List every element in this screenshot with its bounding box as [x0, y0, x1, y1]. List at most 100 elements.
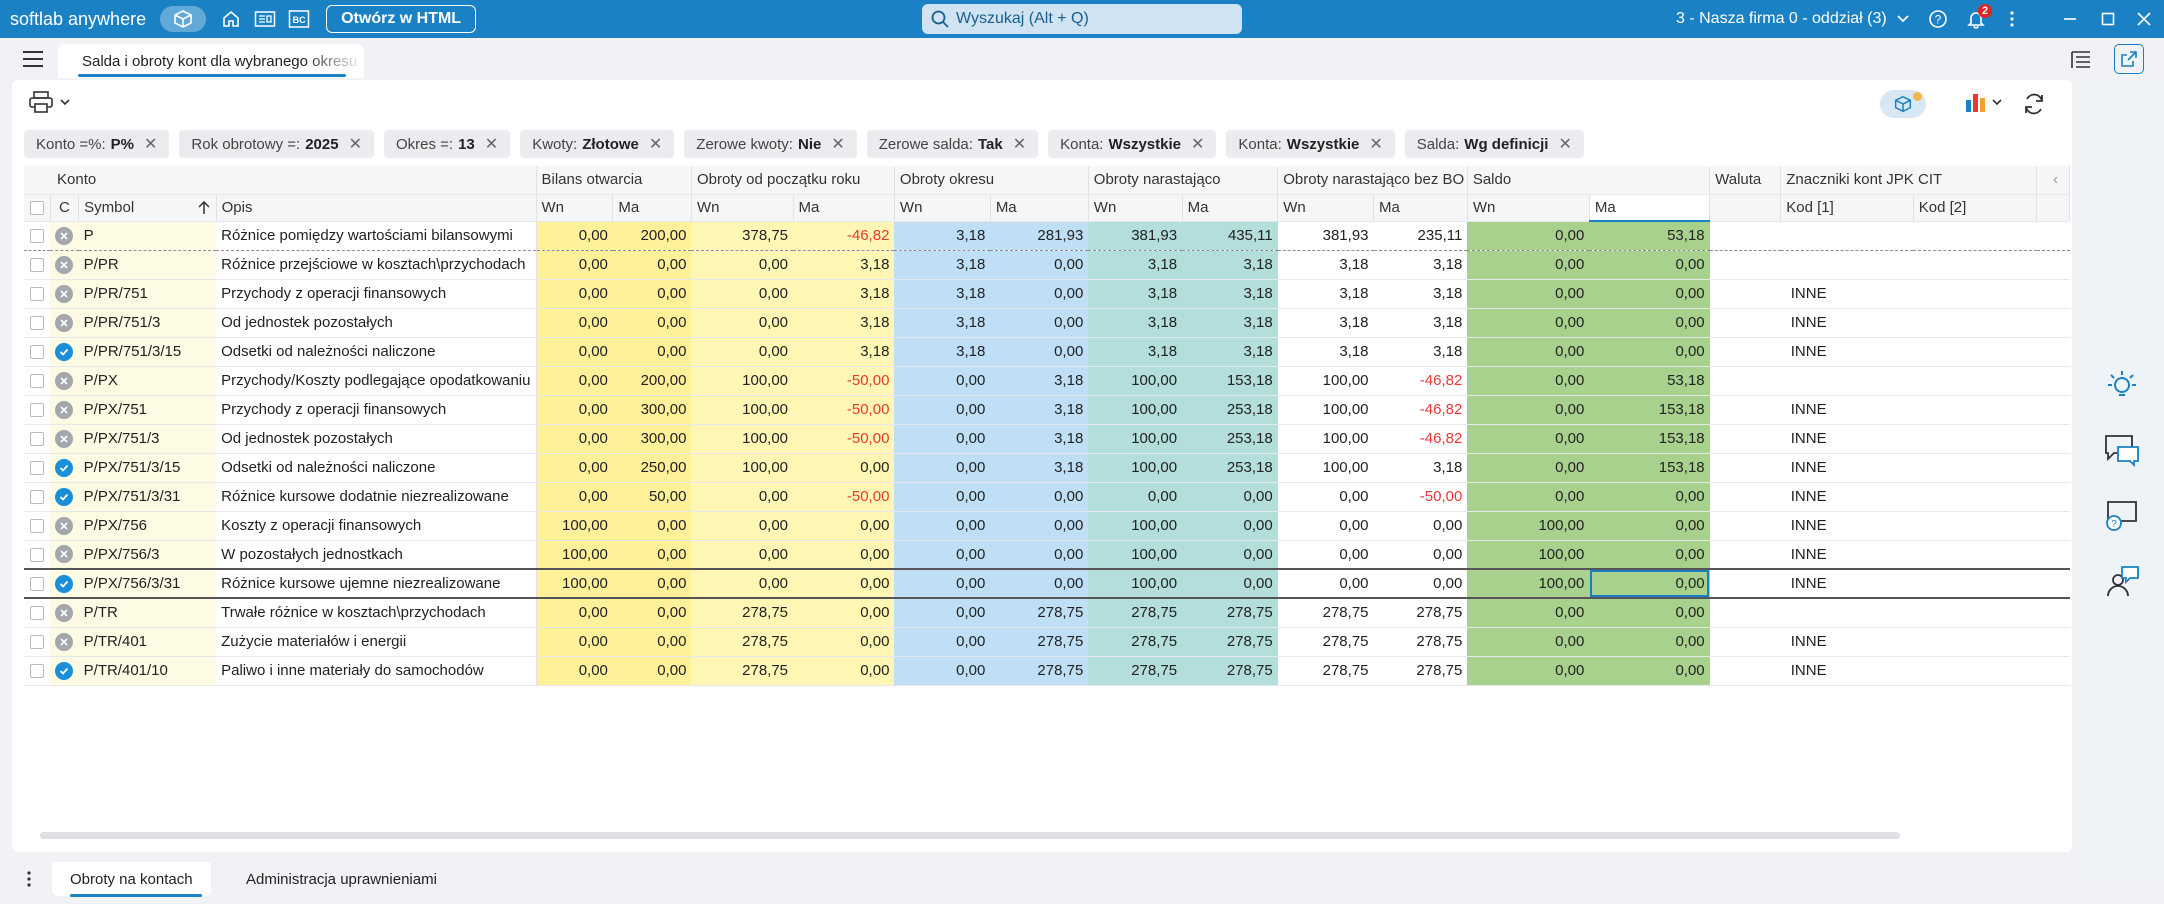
value-cell-bo-ma[interactable]: 0,00 [612, 656, 692, 686]
opis-cell[interactable]: Paliwo i inne materiały do samochodów [216, 656, 537, 686]
column-header-kod2[interactable]: Kod [2] [1913, 194, 2038, 222]
value-cell-oo-ma[interactable]: 3,18 [990, 395, 1089, 425]
value-cell-s-wn[interactable]: 0,00 [1467, 308, 1590, 338]
column-header-on-ma[interactable]: Ma [1182, 194, 1279, 222]
value-cell-on-ma[interactable]: 153,18 [1182, 366, 1278, 396]
value-cell-s-wn[interactable]: 0,00 [1467, 482, 1590, 512]
table-row[interactable]: P/PX Przychody/Koszty podlegające opodatk… [24, 366, 2070, 396]
close-icon[interactable]: ✕ [1558, 136, 1572, 153]
value-cell-nb-ma[interactable]: 3,18 [1373, 250, 1468, 280]
value-cell-oo-wn[interactable]: 0,00 [894, 627, 991, 657]
share-button[interactable] [2114, 44, 2144, 74]
value-cell-nb-ma[interactable]: -50,00 [1373, 482, 1468, 512]
value-cell-s-ma[interactable]: 0,00 [1589, 337, 1710, 367]
value-cell-nb-ma[interactable]: -46,82 [1373, 395, 1468, 425]
kod2-cell[interactable] [1913, 337, 2037, 367]
symbol-cell[interactable]: P/PX/756/3 [78, 540, 217, 570]
filter-chip[interactable]: Zerowe salda: Tak ✕ [866, 130, 1039, 158]
value-cell-bo-wn[interactable]: 100,00 [536, 568, 613, 599]
value-cell-s-wn[interactable]: 0,00 [1467, 366, 1590, 396]
value-cell-bo-wn[interactable]: 0,00 [536, 220, 613, 251]
value-cell-on-wn[interactable]: 100,00 [1088, 568, 1183, 599]
value-cell-s-ma[interactable]: 0,00 [1589, 598, 1710, 628]
value-cell-on-wn[interactable]: 278,75 [1088, 598, 1183, 628]
kod2-cell[interactable] [1913, 250, 2037, 280]
kod2-cell[interactable] [1913, 453, 2037, 483]
value-cell-on-ma[interactable]: 3,18 [1182, 250, 1278, 280]
close-icon[interactable]: ✕ [648, 136, 663, 153]
close-icon[interactable]: ✕ [1191, 136, 1205, 153]
value-cell-nb-wn[interactable]: 0,00 [1277, 540, 1374, 570]
value-cell-on-wn[interactable]: 100,00 [1088, 511, 1183, 541]
value-cell-or-ma[interactable]: -50,00 [793, 482, 895, 512]
value-cell-nb-wn[interactable]: 3,18 [1277, 308, 1374, 338]
value-cell-nb-wn[interactable]: 100,00 [1277, 424, 1374, 454]
global-search[interactable]: Wyszukaj (Alt + Q) [922, 4, 1242, 34]
value-cell-s-wn[interactable]: 0,00 [1467, 627, 1590, 657]
column-header-s-wn[interactable]: Wn [1467, 194, 1590, 222]
kod1-cell[interactable]: INNE [1780, 656, 1914, 686]
value-cell-oo-wn[interactable]: 3,18 [894, 308, 991, 338]
value-cell-bo-wn[interactable]: 0,00 [536, 308, 613, 338]
value-cell-s-ma[interactable]: 0,00 [1589, 250, 1710, 280]
value-cell-nb-wn[interactable]: 3,18 [1277, 279, 1374, 309]
kod1-cell[interactable]: INNE [1780, 540, 1914, 570]
column-header-kod1[interactable]: Kod [1] [1780, 194, 1914, 222]
value-cell-nb-wn[interactable]: 278,75 [1277, 656, 1374, 686]
value-cell-or-ma[interactable]: -50,00 [793, 424, 895, 454]
chat-button[interactable] [2102, 430, 2142, 470]
column-header-nb-ma[interactable]: Ma [1373, 194, 1468, 222]
value-cell-or-wn[interactable]: 0,00 [691, 250, 794, 280]
row-checkbox[interactable] [24, 220, 51, 251]
value-cell-bo-ma[interactable]: 50,00 [612, 482, 692, 512]
value-cell-nb-wn[interactable]: 0,00 [1277, 482, 1374, 512]
value-cell-s-wn[interactable]: 0,00 [1467, 424, 1590, 454]
kod2-cell[interactable] [1913, 308, 2037, 338]
value-cell-bo-ma[interactable]: 300,00 [612, 424, 692, 454]
value-cell-on-ma[interactable]: 253,18 [1182, 395, 1278, 425]
value-cell-bo-wn[interactable]: 0,00 [536, 627, 613, 657]
value-cell-on-wn[interactable]: 100,00 [1088, 453, 1183, 483]
symbol-cell[interactable]: P/PX [78, 366, 217, 396]
filter-chip[interactable]: Konta: Wszystkie ✕ [1226, 130, 1395, 158]
opis-cell[interactable]: Różnice kursowe dodatnie niezrealizowane [216, 482, 537, 512]
more-icon[interactable] [26, 870, 32, 888]
value-cell-or-wn[interactable]: 0,00 [691, 308, 794, 338]
value-cell-bo-wn[interactable]: 0,00 [536, 656, 613, 686]
symbol-cell[interactable]: P [78, 220, 217, 251]
row-checkbox[interactable] [24, 598, 51, 628]
waluta-cell[interactable] [1709, 656, 1781, 686]
opis-cell[interactable]: Od jednostek pozostałych [216, 308, 537, 338]
column-header-waluta[interactable] [1709, 194, 1782, 222]
table-row[interactable]: P/PX/756 Koszty z operacji finansowych 100… [24, 511, 2070, 541]
symbol-cell[interactable]: P/PR/751/3 [78, 308, 217, 338]
value-cell-s-ma[interactable]: 0,00 [1589, 482, 1710, 512]
value-cell-or-ma[interactable]: 3,18 [793, 308, 895, 338]
value-cell-bo-ma[interactable]: 250,00 [612, 453, 692, 483]
kod1-cell[interactable]: INNE [1780, 337, 1914, 367]
notifications-button[interactable]: 2 [1960, 0, 1992, 38]
value-cell-on-ma[interactable]: 0,00 [1182, 540, 1278, 570]
print-button[interactable] [28, 90, 70, 114]
filter-chip[interactable]: Rok obrotowy =: 2025 ✕ [179, 130, 374, 158]
kod2-cell[interactable] [1913, 627, 2037, 657]
value-cell-s-wn[interactable]: 100,00 [1467, 568, 1590, 599]
waluta-cell[interactable] [1709, 568, 1781, 599]
value-cell-bo-wn[interactable]: 0,00 [536, 250, 613, 280]
value-cell-nb-ma[interactable]: 0,00 [1373, 511, 1468, 541]
value-cell-or-wn[interactable]: 378,75 [691, 220, 794, 251]
column-header-nb-wn[interactable]: Wn [1277, 194, 1375, 222]
value-cell-on-ma[interactable]: 253,18 [1182, 424, 1278, 454]
table-row[interactable]: P/PR/751/3/15 Odsetki od należności nalic… [24, 337, 2070, 367]
kod2-cell[interactable] [1913, 598, 2037, 628]
value-cell-on-wn[interactable]: 100,00 [1088, 395, 1183, 425]
value-cell-nb-ma[interactable]: 3,18 [1373, 279, 1468, 309]
value-cell-bo-ma[interactable]: 200,00 [612, 366, 692, 396]
value-cell-on-wn[interactable]: 100,00 [1088, 540, 1183, 570]
table-row[interactable]: P/PX/751/3 Od jednostek pozostałych 0,00 30… [24, 424, 2070, 454]
waluta-cell[interactable] [1709, 308, 1781, 338]
value-cell-nb-ma[interactable]: 0,00 [1373, 568, 1468, 599]
value-cell-or-ma[interactable]: 0,00 [793, 656, 895, 686]
value-cell-or-ma[interactable]: 3,18 [793, 337, 895, 367]
value-cell-or-ma[interactable]: 3,18 [793, 279, 895, 309]
